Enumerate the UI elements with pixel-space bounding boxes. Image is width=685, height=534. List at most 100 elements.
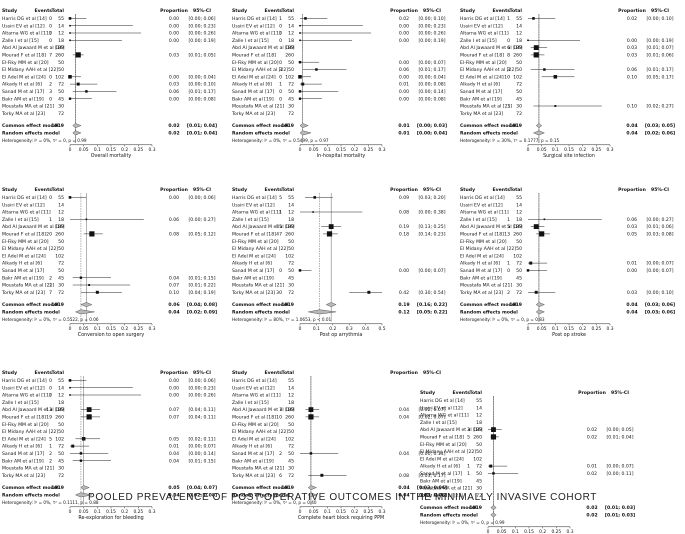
study-box	[79, 452, 83, 455]
heterogeneity-text: Heterogeneity: I² = 0%, τ² = 0.1111, p =…	[2, 500, 99, 505]
study-label: Moustafa MA et al [21]	[232, 104, 284, 110]
ci-value: [0.04; 0.19]	[188, 290, 215, 296]
ci-value: [0.02; 0.11]	[188, 436, 215, 442]
common-effect-label: Common effect model	[2, 485, 59, 491]
study-label: Abd Al Jawaard M et al [16]	[232, 407, 295, 413]
x-tick-label: 0.05	[537, 326, 547, 332]
total-value: 12	[288, 210, 294, 216]
study-box	[543, 68, 546, 71]
random-effect-value: 0.02	[168, 131, 179, 137]
proportion-value: 0.00	[627, 38, 637, 44]
study-label: El Adel M et al [24]	[232, 253, 276, 259]
random-effect-value: 0.04	[626, 310, 637, 316]
proportion-value: 0.08	[399, 473, 409, 479]
total-value: 14	[476, 405, 482, 411]
study-label: El-Fiky MM et al [20]	[2, 60, 49, 66]
total-value: 45	[516, 96, 522, 102]
study-label: El Midany AAH et al [22]	[460, 246, 516, 252]
header-proportion: Proportion	[390, 8, 418, 14]
study-box	[71, 444, 75, 448]
total-value: 102	[55, 74, 64, 80]
study-label: Ussiri EV et al [12]	[232, 23, 275, 29]
study-label: Torky MA et al [23]	[231, 290, 275, 296]
total-value: 50	[516, 60, 522, 66]
ci-value: [0.02; 0.07]	[418, 415, 445, 421]
total-value: 12	[516, 210, 522, 216]
total-value: 30	[476, 486, 482, 492]
study-label: Altarna WG et al [11]	[232, 31, 281, 37]
common-effect-diamond	[307, 485, 317, 491]
study-label: Bakr AM et al [19]	[460, 275, 502, 281]
study-label: Alkady H et al [6]	[232, 261, 272, 267]
events-value: 0	[279, 74, 282, 80]
x-tick-label: 0.5	[379, 326, 386, 332]
header-total: Total	[281, 187, 294, 193]
x-tick-label: 0.05	[309, 147, 319, 153]
random-effect-ci: [0.02; 0.08]	[187, 493, 217, 499]
x-tick-label: 0.15	[524, 529, 534, 534]
total-value: 72	[58, 290, 64, 296]
x-tick-label: 0.1	[313, 326, 320, 332]
header-study: Study	[460, 187, 475, 193]
study-label: El Adel M et al [24]	[460, 253, 504, 259]
proportion-value: 0.03	[627, 290, 637, 296]
proportion-value: 0.18	[399, 232, 409, 238]
pooled-total: 1019	[509, 123, 522, 129]
total-value: 45	[58, 96, 64, 102]
study-label: Altarna WG et al [11]	[2, 31, 51, 37]
study-label: Sanad M et al [17]	[420, 471, 463, 477]
events-value: 0	[279, 60, 282, 66]
ci-value: [0.00; 0.23]	[188, 23, 215, 29]
study-box	[299, 32, 301, 34]
common-effect-value: 0.04	[626, 302, 637, 308]
pooled-total: 1019	[469, 505, 482, 511]
study-box	[68, 97, 72, 100]
total-value: 55	[58, 16, 64, 22]
events-value: 3	[507, 67, 510, 73]
study-label: Alkady H et al [6]	[2, 82, 42, 88]
proportion-value: 0.01	[399, 82, 409, 88]
total-value: 102	[285, 253, 294, 259]
study-box	[299, 24, 301, 27]
header-proportion: Proportion	[578, 390, 606, 396]
study-label: Mourad F et al [18]	[2, 53, 46, 59]
forest-panel-7: Study Events Total Proportion 95%-CI Harris D…	[1, 370, 217, 521]
total-value: 12	[58, 31, 64, 37]
study-label: Abd Al Jawaard M et al [16]	[460, 224, 523, 230]
study-label: Harris DG et al [14]	[232, 195, 277, 201]
header-proportion: Proportion	[160, 370, 188, 376]
header-study: Study	[2, 187, 17, 193]
header-ci: 95%-CI	[193, 370, 211, 376]
study-box	[68, 196, 72, 199]
header-ci: 95%-CI	[423, 187, 441, 193]
ci-value: [0.00; 0.38]	[418, 210, 445, 216]
total-value: 50	[58, 60, 64, 66]
study-box	[533, 45, 539, 51]
random-effect-label: Random effects model	[460, 310, 518, 316]
random-effect-diamond	[535, 309, 545, 315]
events-value: 0	[507, 38, 510, 44]
study-box	[69, 394, 71, 396]
random-effect-value: 0.04	[168, 493, 179, 499]
x-tick-label: 0.3	[149, 326, 156, 332]
total-value: 189	[473, 427, 482, 433]
study-label: Harris DG et al [14]	[460, 16, 505, 22]
proportion-value: 0.02	[399, 16, 409, 22]
pooled-total: 1019	[51, 302, 64, 308]
ci-value: [0.30; 0.54]	[418, 290, 445, 296]
total-value: 14	[288, 23, 294, 29]
study-label: Bakr AM et al [19]	[232, 275, 274, 281]
total-value: 72	[516, 111, 522, 117]
x-tick-label: 0.05	[537, 147, 547, 153]
common-effect-ci: [0.16; 0.22]	[417, 302, 447, 308]
total-value: 14	[516, 23, 522, 29]
events-value: 2	[49, 82, 52, 88]
study-label: Sanad M et al [17]	[232, 268, 275, 274]
events-value: 5	[507, 224, 510, 230]
x-tick-label: 0.1	[552, 326, 559, 332]
proportion-value: 0.00	[399, 96, 409, 102]
x-axis-title: In-hospital mortality	[317, 153, 366, 159]
proportion-value: 0.42	[399, 290, 409, 296]
total-value: 50	[58, 246, 64, 252]
x-tick-label: 0.1	[94, 147, 101, 153]
